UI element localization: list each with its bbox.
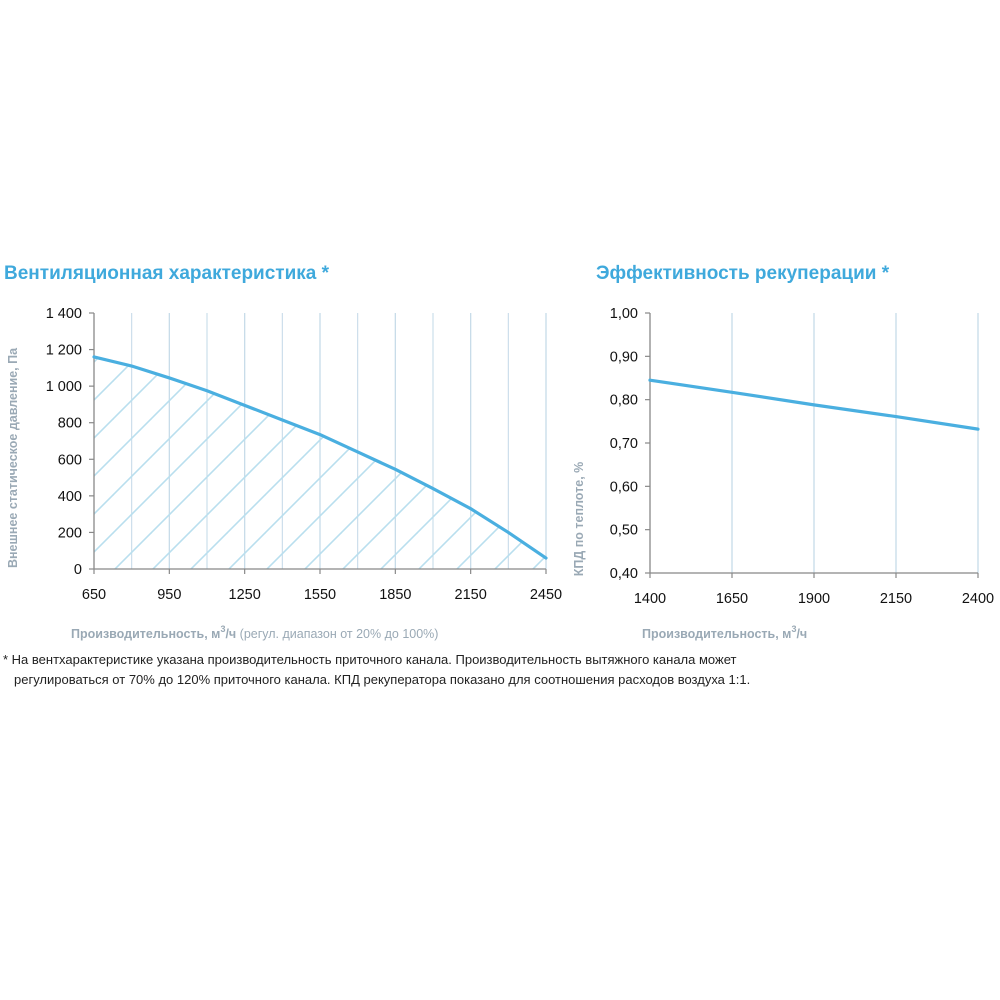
x-axis-title-unit: /ч <box>796 627 807 641</box>
y-axis-title: Внешнее статическое давление, Па <box>6 347 20 568</box>
y-tick-label: 0,90 <box>610 349 638 365</box>
y-tick-label: 1,00 <box>610 306 638 322</box>
x-axis-title-main: Производительность, м <box>71 627 220 641</box>
y-tick-label: 0,40 <box>610 566 638 582</box>
recovery-efficiency-title: Эффективность рекуперации * <box>596 263 890 284</box>
series-line <box>92 355 548 560</box>
y-tick-label: 0,80 <box>610 393 638 409</box>
y-tick-label: 1 200 <box>46 343 82 359</box>
x-tick-label: 2150 <box>455 587 487 603</box>
x-tick-label: 1850 <box>379 587 411 603</box>
footnote-line-2: регулироваться от 70% до 120% приточного… <box>14 672 751 687</box>
x-axis-title-unit: /ч <box>225 627 236 641</box>
x-axis-title-sup: 3 <box>220 624 225 634</box>
x-axis-title-sup: 3 <box>791 624 796 634</box>
x-tick-label: 1650 <box>716 591 748 607</box>
x-tick-label: 1250 <box>229 587 261 603</box>
area-fill <box>94 356 546 569</box>
y-tick-label: 400 <box>58 489 82 505</box>
x-axis-title: Производительность, м3/ч (регул. диапазо… <box>71 624 438 641</box>
x-tick-label: 650 <box>82 587 106 603</box>
y-tick-label: 0,70 <box>610 436 638 452</box>
x-tick-label: 1900 <box>798 591 830 607</box>
y-axis-title: КПД по теплоте, % <box>572 462 586 577</box>
y-tick-label: 0 <box>74 562 82 578</box>
y-tick-label: 800 <box>58 416 82 432</box>
y-tick-label: 1 000 <box>46 379 82 395</box>
y-tick-label: 200 <box>58 525 82 541</box>
fan-curve-title: Вентиляционная характеристика * <box>4 263 330 284</box>
y-tick-label: 0,60 <box>610 479 638 495</box>
y-tick-label: 1 400 <box>46 306 82 322</box>
y-tick-label: 600 <box>58 452 82 468</box>
footnote: * На вентхарактеристике указана производ… <box>3 650 983 690</box>
series-line <box>648 378 980 431</box>
x-tick-label: 2450 <box>530 587 562 603</box>
x-axis-title: Производительность, м3/ч <box>642 624 807 641</box>
x-axis-title-main: Производительность, м <box>642 627 791 641</box>
x-tick-label: 1400 <box>634 591 666 607</box>
x-tick-label: 2150 <box>880 591 912 607</box>
x-tick-label: 950 <box>157 587 181 603</box>
footnote-line-1: * На вентхарактеристике указана производ… <box>3 652 737 667</box>
x-tick-label: 1550 <box>304 587 336 603</box>
y-tick-label: 0,50 <box>610 523 638 539</box>
x-tick-label: 2400 <box>962 591 994 607</box>
x-axis-title-note: (регул. диапазон от 20% до 100%) <box>236 627 438 641</box>
